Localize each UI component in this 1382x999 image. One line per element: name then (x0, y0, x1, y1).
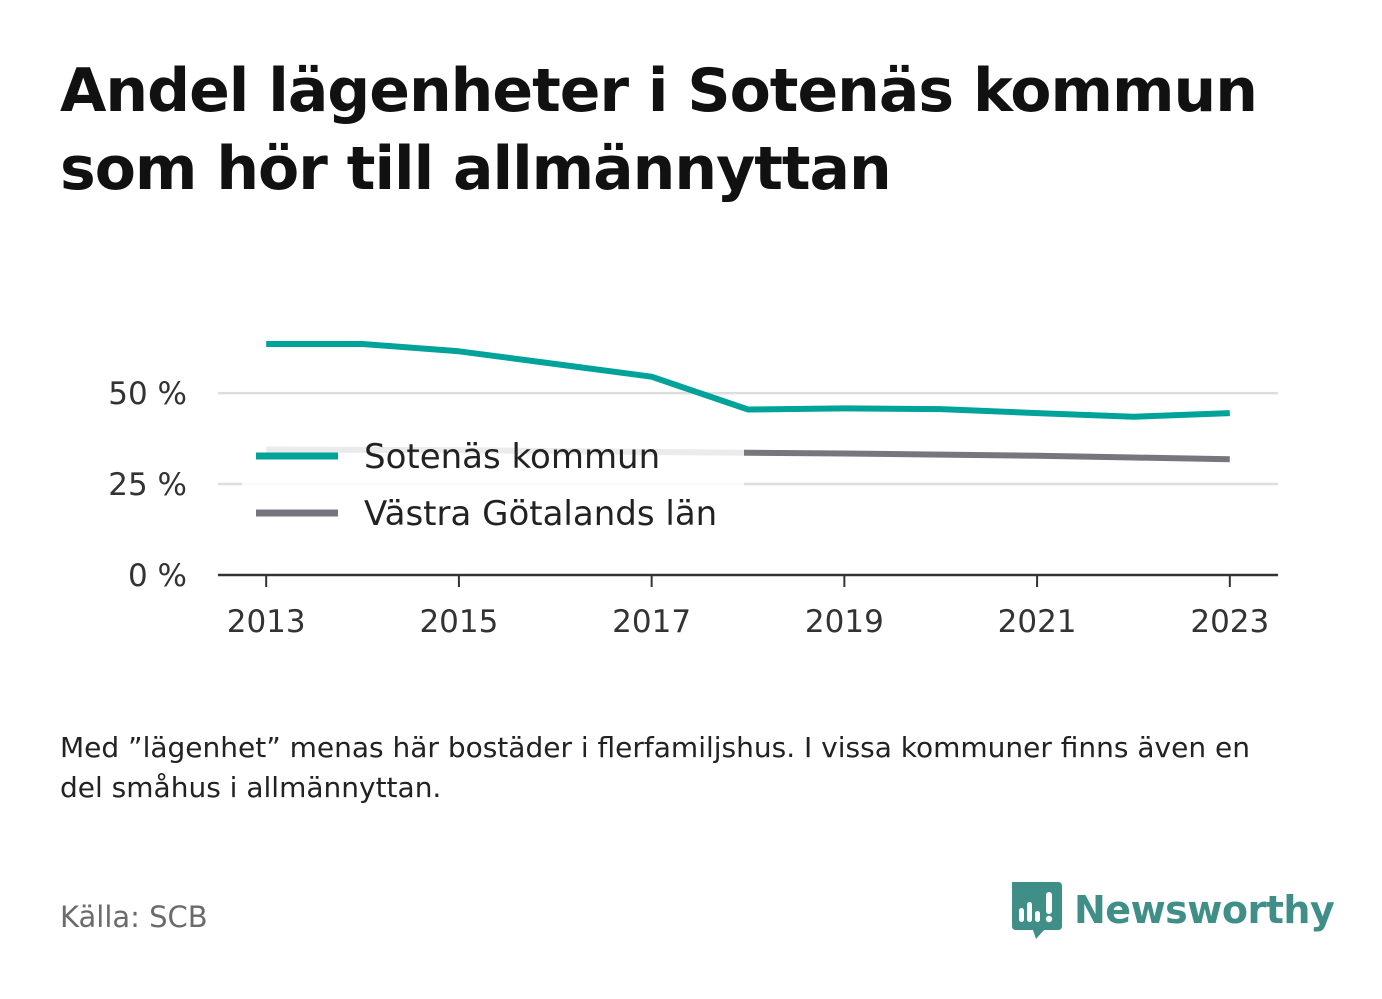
x-tick-label: 2017 (612, 604, 691, 640)
newsworthy-logo: Newsworthy (1010, 878, 1335, 942)
x-axis-ticks: 2013 2015 2017 2019 2021 2023 (227, 575, 1269, 640)
y-tick-label: 0 % (128, 558, 187, 594)
source-label: Källa: SCB (60, 900, 208, 934)
x-tick-label: 2023 (1190, 604, 1269, 640)
x-tick-label: 2019 (805, 604, 884, 640)
y-axis-ticks: 0 % 25 % 50 % (108, 376, 187, 594)
brand-name: Newsworthy (1074, 888, 1335, 932)
x-tick-label: 2015 (419, 604, 498, 640)
chart-note: Med ”lägenhet” menas här bostäder i fler… (60, 731, 1250, 804)
legend-label: Västra Götalands län (364, 494, 717, 534)
y-tick-label: 50 % (108, 376, 187, 412)
legend-background (242, 428, 744, 546)
bar-chart-speech-bubble-icon (1012, 882, 1062, 939)
x-tick-label: 2021 (998, 604, 1077, 640)
x-tick-label: 2013 (227, 604, 306, 640)
chart-title: Andel lägenheter i Sotenäs kommun som hö… (60, 56, 1258, 204)
legend: Sotenäs kommun Västra Götalands län (242, 428, 744, 546)
line-chart: 0 % 25 % 50 % 2013 2015 2017 2019 2021 2023 Sot… (108, 341, 1278, 640)
legend-label: Sotenäs kommun (364, 437, 660, 477)
series-line-sotenas (266, 341, 1230, 420)
y-tick-label: 25 % (108, 467, 187, 503)
